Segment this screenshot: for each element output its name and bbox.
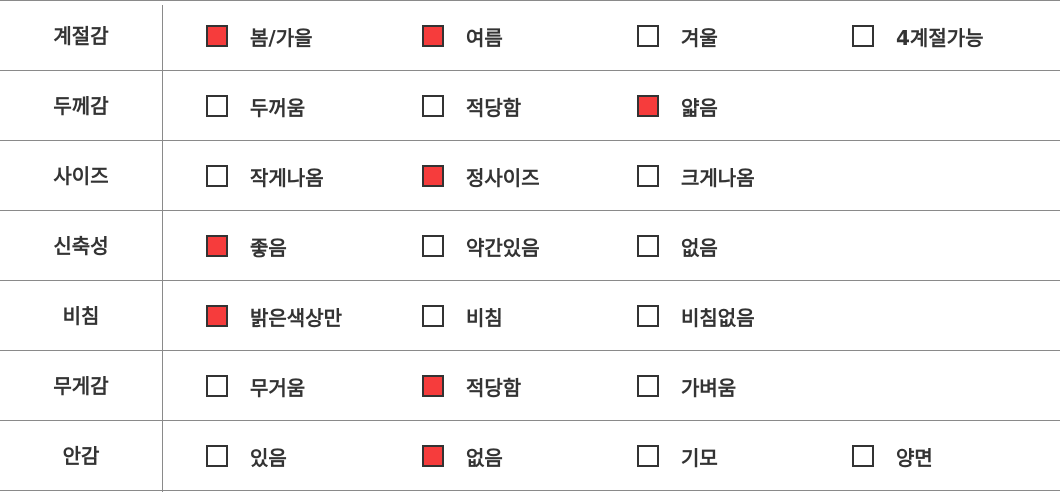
option-label: 적당함 — [466, 95, 522, 120]
attribute-row-stretch: 신축성 좋음 약간있음 없음 — [0, 211, 1060, 281]
option-item[interactable]: 얇음 — [637, 71, 718, 141]
option-item[interactable]: 있음 — [206, 421, 287, 491]
option-label: 비침없음 — [681, 305, 755, 330]
option-item[interactable]: 여름 — [422, 1, 503, 71]
option-item[interactable]: 가벼움 — [637, 351, 736, 421]
option-label: 얇음 — [681, 95, 718, 120]
checkbox[interactable] — [637, 305, 659, 327]
option-item[interactable]: 4계절가능 — [852, 1, 984, 71]
option-label: 크게나옴 — [681, 165, 755, 190]
attribute-row-lining: 안감 있음 없음 기모 양면 — [0, 421, 1060, 491]
checkbox[interactable] — [637, 165, 659, 187]
checkbox[interactable] — [637, 445, 659, 467]
checkbox[interactable] — [206, 165, 228, 187]
checkbox[interactable] — [422, 305, 444, 327]
row-label: 무게감 — [53, 374, 109, 398]
option-label: 양면 — [896, 445, 933, 470]
attribute-row-size: 사이즈 작게나옴 정사이즈 크게나옴 — [0, 141, 1060, 211]
option-item[interactable]: 적당함 — [422, 351, 521, 421]
option-item[interactable]: 겨울 — [637, 1, 718, 71]
row-label: 비침 — [62, 304, 100, 328]
option-item[interactable]: 비침 — [422, 281, 503, 351]
row-label: 두께감 — [53, 94, 109, 118]
checkbox[interactable] — [637, 235, 659, 257]
option-item[interactable]: 작게나옴 — [206, 141, 324, 211]
row-label: 신축성 — [53, 234, 109, 258]
option-item[interactable]: 약간있음 — [422, 211, 540, 281]
option-label: 있음 — [250, 445, 287, 470]
checkbox[interactable] — [422, 235, 444, 257]
option-item[interactable]: 크게나옴 — [637, 141, 755, 211]
attribute-row-season: 계절감 봄/가을 여름 겨울 4계절가능 — [0, 1, 1060, 71]
column-divider — [162, 5, 163, 492]
option-item[interactable]: 없음 — [637, 211, 718, 281]
option-item[interactable]: 기모 — [637, 421, 718, 491]
checkbox[interactable] — [637, 95, 659, 117]
row-label: 사이즈 — [53, 164, 109, 188]
option-label: 무거움 — [250, 375, 306, 400]
checkbox[interactable] — [852, 445, 874, 467]
checkbox[interactable] — [206, 445, 228, 467]
option-label: 밝은색상만 — [250, 305, 342, 330]
option-item[interactable]: 좋음 — [206, 211, 287, 281]
option-item[interactable]: 없음 — [422, 421, 503, 491]
checkbox[interactable] — [637, 375, 659, 397]
option-label: 없음 — [466, 445, 503, 470]
option-label: 비침 — [466, 305, 503, 330]
checkbox[interactable] — [206, 375, 228, 397]
checkbox[interactable] — [422, 25, 444, 47]
checkbox[interactable] — [637, 25, 659, 47]
option-label: 정사이즈 — [466, 165, 540, 190]
option-label: 없음 — [681, 235, 718, 260]
attribute-row-thickness: 두께감 두꺼움 적당함 얇음 — [0, 71, 1060, 141]
checkbox[interactable] — [422, 375, 444, 397]
option-label: 두꺼움 — [250, 95, 306, 120]
row-label: 계절감 — [53, 24, 109, 48]
option-label: 좋음 — [250, 235, 287, 260]
option-label: 기모 — [681, 445, 718, 470]
option-item[interactable]: 적당함 — [422, 71, 521, 141]
option-item[interactable]: 정사이즈 — [422, 141, 540, 211]
option-item[interactable]: 비침없음 — [637, 281, 755, 351]
option-label: 약간있음 — [466, 235, 540, 260]
checkbox[interactable] — [852, 25, 874, 47]
option-label: 적당함 — [466, 375, 522, 400]
row-label: 안감 — [62, 444, 100, 468]
checkbox[interactable] — [206, 25, 228, 47]
checkbox[interactable] — [206, 95, 228, 117]
checkbox[interactable] — [206, 305, 228, 327]
attribute-row-weight: 무게감 무거움 적당함 가벼움 — [0, 351, 1060, 421]
option-label: 여름 — [466, 25, 503, 50]
option-item[interactable]: 무거움 — [206, 351, 305, 421]
checkbox[interactable] — [422, 165, 444, 187]
checkbox[interactable] — [422, 445, 444, 467]
option-item[interactable]: 두꺼움 — [206, 71, 305, 141]
option-label: 작게나옴 — [250, 165, 324, 190]
option-item[interactable]: 밝은색상만 — [206, 281, 342, 351]
option-label: 겨울 — [681, 25, 718, 50]
option-label: 가벼움 — [681, 375, 737, 400]
attribute-row-sheerness: 비침 밝은색상만 비침 비침없음 — [0, 281, 1060, 351]
option-label: 봄/가을 — [250, 25, 313, 50]
checkbox[interactable] — [206, 235, 228, 257]
option-item[interactable]: 양면 — [852, 421, 933, 491]
option-item[interactable]: 봄/가을 — [206, 1, 313, 71]
checkbox[interactable] — [422, 95, 444, 117]
option-label: 4계절가능 — [896, 25, 984, 50]
